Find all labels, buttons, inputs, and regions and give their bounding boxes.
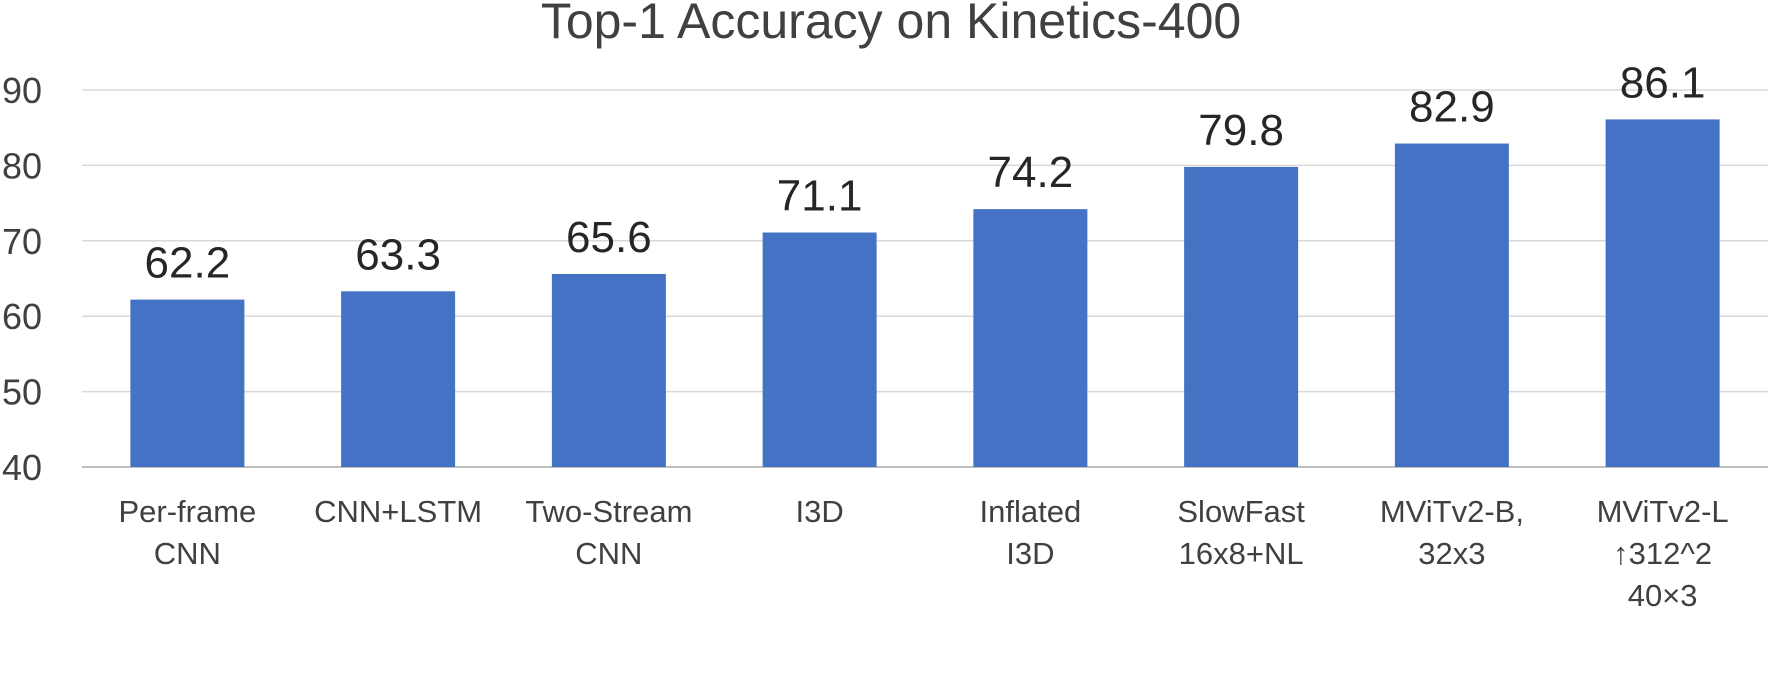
category-label: SlowFast 16x8+NL xyxy=(1177,494,1305,571)
y-tick-label: 80 xyxy=(2,145,42,186)
bar xyxy=(973,209,1088,467)
data-label: 79.8 xyxy=(1198,106,1284,155)
y-tick-label: 40 xyxy=(2,447,42,488)
bar xyxy=(1394,143,1509,467)
category-label-line: MViTv2-L xyxy=(1597,494,1729,529)
bars xyxy=(130,119,1720,467)
category-label-line: MViTv2-B, xyxy=(1380,494,1524,529)
chart-title: Top-1 Accuracy on Kinetics-400 xyxy=(541,0,1241,49)
category-label: MViTv2-L ↑312^2 40×3 xyxy=(1597,494,1729,613)
data-label: 71.1 xyxy=(777,172,863,221)
category-label-line: Inflated xyxy=(980,494,1082,529)
data-label: 74.2 xyxy=(988,148,1074,197)
category-label-line: CNN xyxy=(154,536,221,571)
data-label: 82.9 xyxy=(1409,83,1495,132)
category-label-line: SlowFast xyxy=(1177,494,1305,529)
bar xyxy=(341,291,456,467)
data-label: 65.6 xyxy=(566,213,652,262)
bar xyxy=(130,299,245,467)
category-label: Inflated I3D xyxy=(980,494,1082,571)
bar xyxy=(1605,119,1720,467)
category-label-line: Two-Stream xyxy=(525,494,692,529)
category-label-line: 32x3 xyxy=(1418,536,1485,571)
category-label-line: CNN+LSTM xyxy=(314,494,482,529)
category-label-line: Per-frame xyxy=(118,494,256,529)
y-tick-label: 90 xyxy=(2,70,42,111)
gridlines xyxy=(82,89,1768,468)
category-label-line: I3D xyxy=(1006,536,1054,571)
data-label: 63.3 xyxy=(355,230,441,279)
bar xyxy=(551,273,666,467)
data-labels: 62.2 63.3 65.6 71.1 74.2 79.8 82.9 86.1 xyxy=(145,58,1706,287)
category-label-line: 40×3 xyxy=(1628,578,1698,613)
y-tick-label: 60 xyxy=(2,296,42,337)
category-label: I3D xyxy=(796,494,844,529)
y-tick-label: 50 xyxy=(2,372,42,413)
y-axis-tick-labels: 40 50 60 70 80 90 xyxy=(2,70,42,488)
category-label: Per-frame CNN xyxy=(118,494,256,571)
bar xyxy=(1184,166,1299,467)
data-label: 62.2 xyxy=(145,239,231,288)
category-label-line: ↑312^2 xyxy=(1613,536,1712,571)
y-tick-label: 70 xyxy=(2,221,42,262)
data-label: 86.1 xyxy=(1620,58,1706,107)
category-label-line: CNN xyxy=(575,536,642,571)
category-label: Two-Stream CNN xyxy=(525,494,692,571)
category-label-line: 16x8+NL xyxy=(1179,536,1304,571)
category-label: MViTv2-B, 32x3 xyxy=(1380,494,1524,571)
category-label: CNN+LSTM xyxy=(314,494,482,529)
bar xyxy=(762,232,877,467)
category-label-line: I3D xyxy=(796,494,844,529)
